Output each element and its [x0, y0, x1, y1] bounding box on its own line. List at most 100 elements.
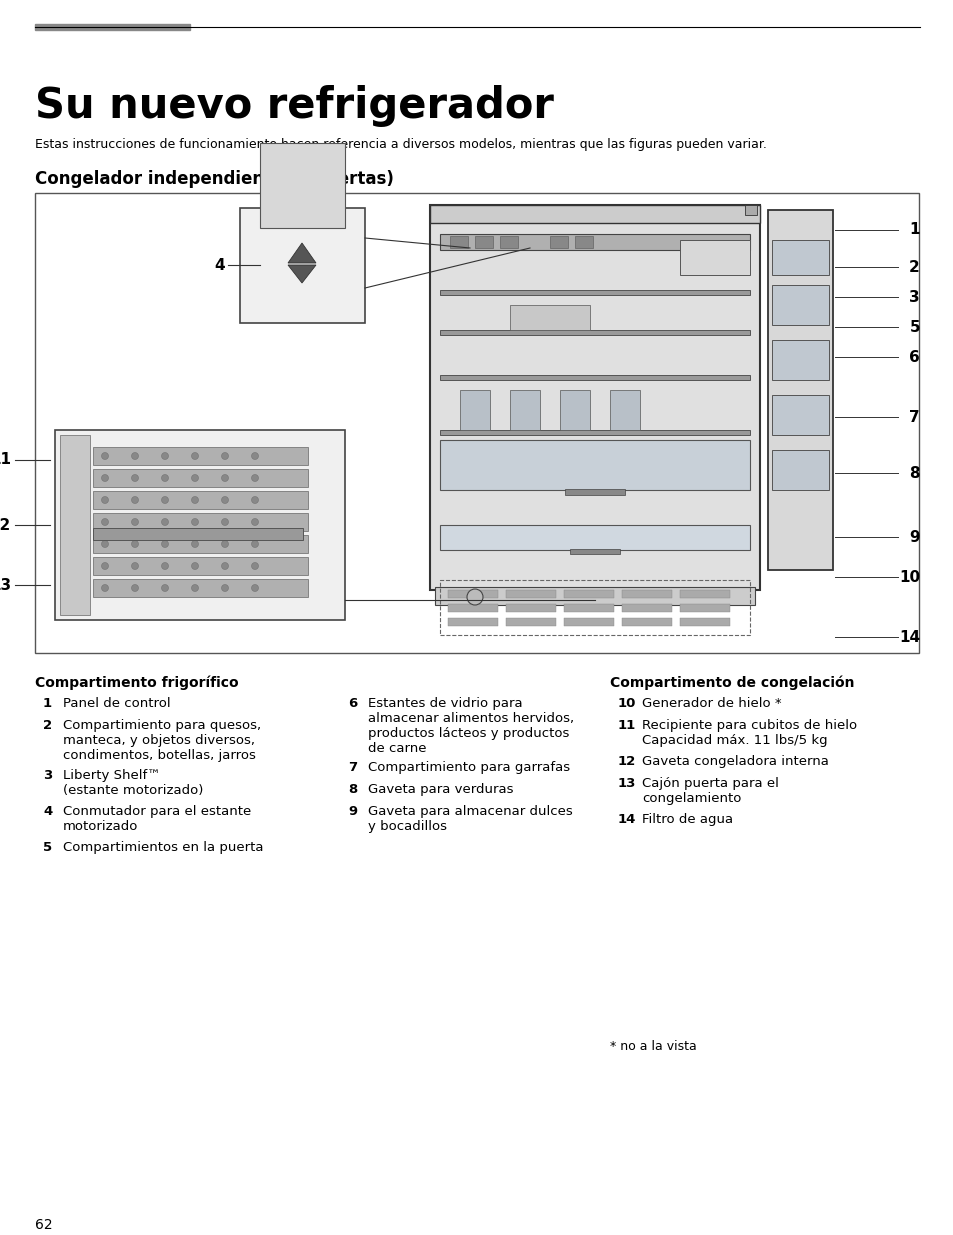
Bar [60, 435, 90, 615]
Text: 9: 9 [348, 805, 356, 818]
Bar [439, 430, 749, 435]
Text: Estas instrucciones de funcionamiento hacen referencia a diversos modelos, mient: Estas instrucciones de funcionamiento ha… [35, 138, 766, 151]
Polygon shape [288, 243, 315, 263]
Circle shape [161, 496, 169, 504]
Bar [92, 469, 308, 487]
Text: Estantes de vidrio para
almacenar alimentos hervidos,
productos lácteos y produc: Estantes de vidrio para almacenar alimen… [368, 697, 574, 755]
Bar [92, 529, 303, 540]
Bar [505, 618, 556, 626]
Text: Congelador independiente (2 puertas): Congelador independiente (2 puertas) [35, 170, 394, 188]
Text: Gaveta para almacenar dulces
y bocadillos: Gaveta para almacenar dulces y bocadillo… [368, 805, 572, 832]
Text: 3: 3 [43, 769, 52, 782]
Bar [430, 205, 760, 590]
Circle shape [252, 496, 258, 504]
Bar [621, 590, 671, 598]
Bar [771, 395, 828, 435]
Text: Liberty Shelf™
(estante motorizado): Liberty Shelf™ (estante motorizado) [63, 769, 203, 797]
Circle shape [221, 496, 229, 504]
Bar [459, 390, 490, 430]
Bar [679, 618, 729, 626]
Bar [475, 236, 493, 248]
Bar [439, 330, 749, 335]
Text: Cajón puerta para el
congelamiento: Cajón puerta para el congelamiento [641, 777, 778, 805]
Circle shape [101, 562, 109, 569]
Circle shape [221, 562, 229, 569]
Circle shape [132, 452, 138, 459]
Circle shape [221, 584, 229, 592]
Bar [559, 390, 589, 430]
Text: Panel de control: Panel de control [63, 697, 171, 710]
Text: 5: 5 [43, 841, 52, 853]
Bar [439, 290, 749, 295]
Circle shape [161, 474, 169, 482]
Bar [240, 207, 365, 324]
Circle shape [132, 562, 138, 569]
Circle shape [132, 541, 138, 547]
Circle shape [101, 541, 109, 547]
Bar [510, 305, 589, 330]
Bar [744, 205, 757, 215]
Bar [609, 390, 639, 430]
Circle shape [161, 584, 169, 592]
Text: 6: 6 [908, 350, 919, 364]
Bar [499, 236, 517, 248]
Circle shape [192, 496, 198, 504]
Bar [621, 618, 671, 626]
Text: Compartimento de congelación: Compartimento de congelación [609, 676, 854, 689]
Text: 7: 7 [908, 410, 919, 425]
Text: Recipiente para cubitos de hielo
Capacidad máx. 11 lbs/5 kg: Recipiente para cubitos de hielo Capacid… [641, 719, 856, 747]
Circle shape [132, 496, 138, 504]
Text: Compartimiento para garrafas: Compartimiento para garrafas [368, 761, 570, 774]
Bar [35, 193, 918, 653]
Bar [448, 604, 497, 613]
Circle shape [221, 474, 229, 482]
Text: 14: 14 [618, 813, 636, 826]
Text: Filtro de agua: Filtro de agua [641, 813, 732, 826]
Text: 6: 6 [348, 697, 356, 710]
Circle shape [161, 519, 169, 526]
Circle shape [101, 519, 109, 526]
Text: 7: 7 [348, 761, 356, 774]
Bar [771, 285, 828, 325]
Text: Gaveta congeladora interna: Gaveta congeladora interna [641, 755, 828, 768]
Bar [575, 236, 593, 248]
Bar [92, 535, 308, 553]
Text: 13: 13 [618, 777, 636, 790]
Text: 10: 10 [898, 569, 919, 584]
Text: 9: 9 [908, 530, 919, 545]
Circle shape [161, 562, 169, 569]
Circle shape [192, 541, 198, 547]
Bar [92, 447, 308, 466]
Circle shape [192, 474, 198, 482]
Circle shape [101, 584, 109, 592]
Text: 11: 11 [618, 719, 636, 732]
Bar [55, 430, 345, 620]
Bar [35, 23, 190, 30]
Text: Compartimientos en la puerta: Compartimientos en la puerta [63, 841, 263, 853]
Text: 4: 4 [43, 805, 52, 818]
Bar [621, 604, 671, 613]
Bar [92, 492, 308, 509]
Circle shape [132, 584, 138, 592]
Circle shape [221, 452, 229, 459]
Bar [439, 233, 749, 249]
Bar [92, 513, 308, 531]
Bar [771, 340, 828, 380]
Bar [563, 604, 614, 613]
Text: 12: 12 [618, 755, 636, 768]
Circle shape [192, 562, 198, 569]
Circle shape [467, 589, 482, 605]
Bar [448, 618, 497, 626]
Circle shape [252, 562, 258, 569]
Text: 1: 1 [43, 697, 52, 710]
Bar [767, 210, 832, 571]
Bar [679, 590, 729, 598]
Bar [510, 390, 539, 430]
Bar [430, 205, 760, 224]
Circle shape [192, 519, 198, 526]
Polygon shape [288, 266, 315, 283]
Bar [439, 375, 749, 380]
Text: 8: 8 [348, 783, 356, 797]
Bar [439, 525, 749, 550]
Circle shape [221, 519, 229, 526]
